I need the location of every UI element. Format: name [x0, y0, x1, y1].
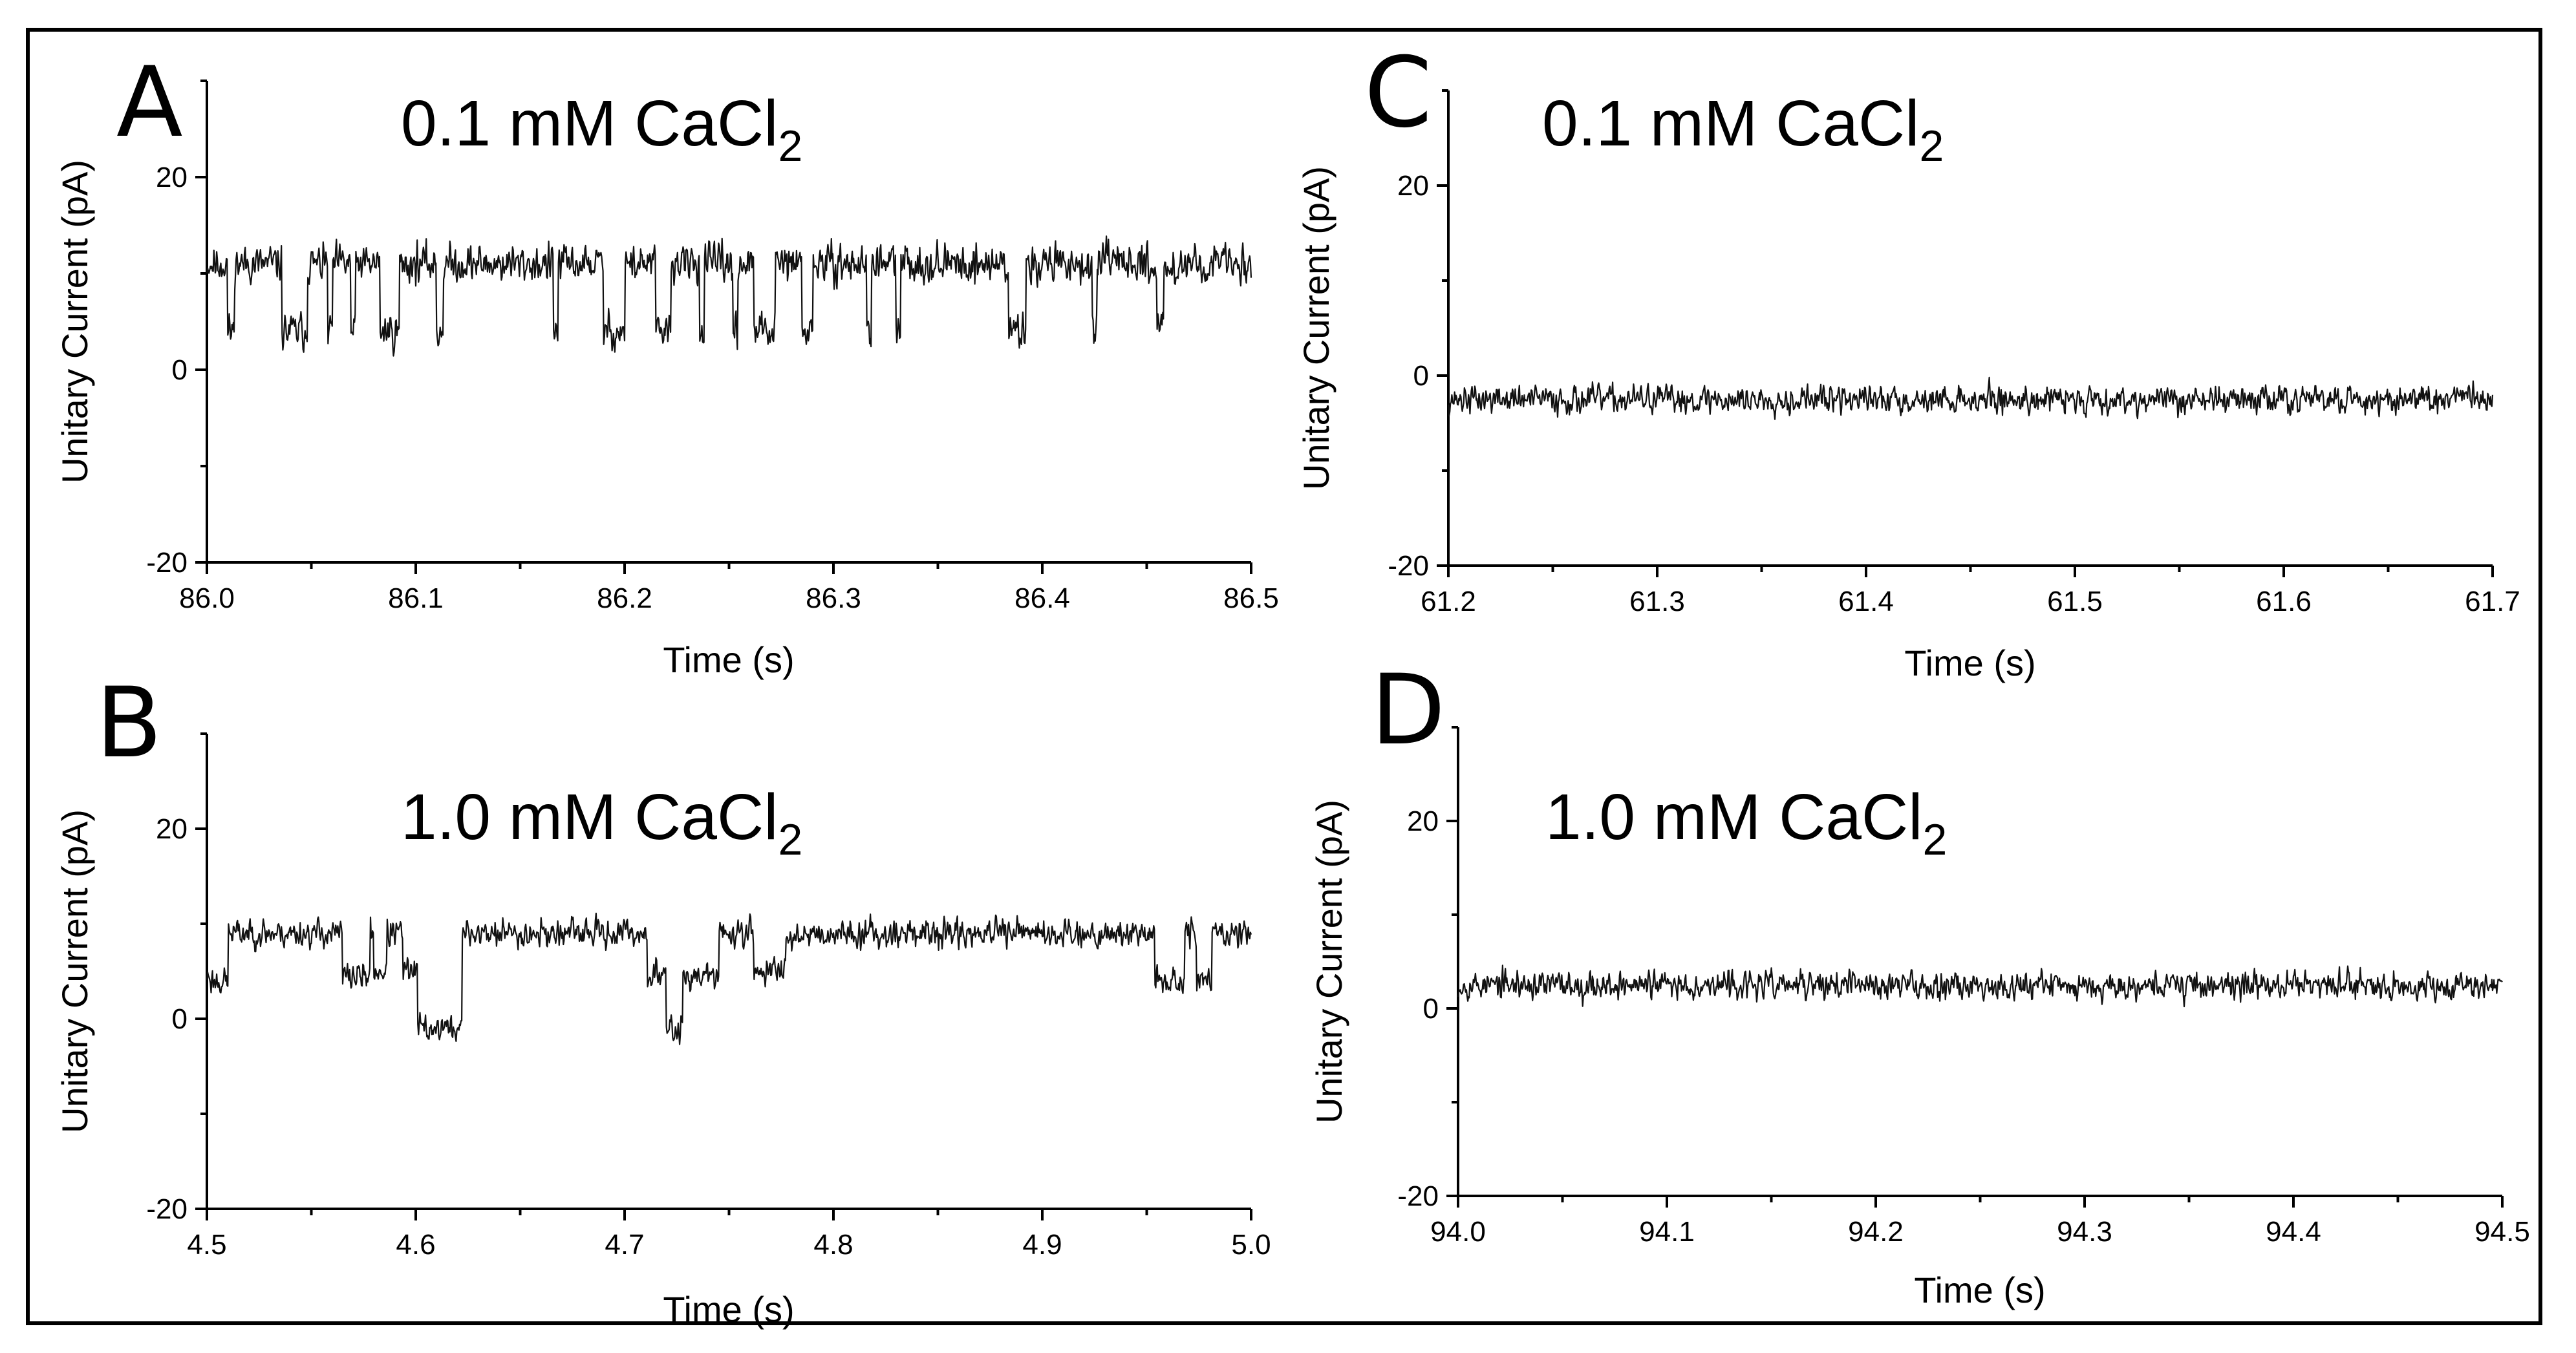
panel-a-x-tick-label: 86.4 [1014, 582, 1070, 614]
panel-b-current-trace [206, 912, 1252, 1045]
panel-d-x-tick-label: 94.0 [1430, 1216, 1486, 1248]
panel-d-title: 1.0 mM CaCl2 [1545, 781, 1947, 864]
panel-d-current-trace [1457, 964, 2503, 1008]
panel-c-title-subscript: 2 [1919, 122, 1944, 171]
panel-b-x-tick-label: 4.8 [813, 1229, 853, 1261]
panel-b-x-tick-label: 4.7 [605, 1229, 644, 1261]
panel-a-title: 0.1 mM CaCl2 [401, 87, 802, 171]
panel-a-y-tick-label: -20 [146, 547, 188, 579]
panel-b-y-tick-label: 20 [156, 813, 188, 845]
panel-d-x-axis-label: Time (s) [1914, 1270, 2045, 1310]
panel-c: C 0.1 mM CaCl2 -20 0 20 61.2 61.3 61.4 61.5 61.… [1296, 37, 2520, 683]
panel-b-title-subscript: 2 [778, 815, 802, 864]
panel-c-current-trace [1447, 376, 2494, 420]
panel-d-y-tick-label: 0 [1423, 993, 1439, 1025]
panel-c-x-tick-label: 61.5 [2047, 586, 2103, 617]
panel-d-y-tick-label: -20 [1397, 1180, 1439, 1212]
panel-d-x-tick-label: 94.5 [2474, 1216, 2530, 1248]
panel-c-title: 0.1 mM CaCl2 [1542, 87, 1944, 171]
panel-d-x-tick-label: 94.1 [1639, 1216, 1695, 1248]
panel-c-y-tick-label: 0 [1413, 360, 1429, 392]
panel-a-y-axis-label: Unitary Current (pA) [54, 160, 95, 484]
panel-d: D 1.0 mM CaCl2 -20 0 20 94.0 94.1 94.2 94.3 94.… [1309, 654, 2530, 1310]
panel-a-title-subscript: 2 [778, 122, 802, 171]
panel-a-x-tick-label: 86.2 [597, 582, 652, 614]
panel-b-axes: -20 0 20 4.5 4.6 4.7 4.8 4.9 5.0 [146, 732, 1271, 1261]
panel-b-x-tick-label: 4.9 [1022, 1229, 1062, 1261]
panel-d-x-tick-label: 94.2 [1848, 1216, 1904, 1248]
panel-a-current-trace [206, 235, 1252, 357]
panel-c-x-tick-label: 61.2 [1421, 586, 1476, 617]
panel-c-x-tick-label: 61.6 [2256, 586, 2312, 617]
panel-c-x-tick-label: 61.4 [1838, 586, 1894, 617]
panel-a-axes: -20 0 20 86.0 86.1 86.2 86.3 86.4 86.5 [146, 80, 1279, 614]
panel-c-x-axis-label: Time (s) [1904, 643, 2035, 683]
panel-d-axes: -20 0 20 94.0 94.1 94.2 94.3 94.4 94.5 [1397, 726, 2530, 1248]
panel-d-title-subscript: 2 [1922, 815, 1947, 864]
panel-b-y-axis-label: Unitary Current (pA) [54, 809, 95, 1133]
panel-a: A 0.1 mM CaCl2 -20 0 20 86.0 86.1 86.2 86.3 86.… [54, 47, 1279, 680]
panel-b-letter: B [96, 667, 162, 780]
panel-c-x-tick-label: 61.3 [1629, 586, 1685, 617]
panel-d-y-tick-label: 20 [1407, 805, 1439, 837]
panel-c-letter: C [1364, 37, 1432, 149]
panel-c-y-axis-label: Unitary Current (pA) [1296, 166, 1336, 490]
panel-a-y-tick-label: 20 [156, 162, 188, 193]
panel-d-y-axis-label: Unitary Current (pA) [1309, 800, 1349, 1124]
panel-a-letter: A [116, 47, 183, 159]
panel-b-x-tick-label: 4.5 [187, 1229, 226, 1261]
panel-b-title: 1.0 mM CaCl2 [401, 781, 802, 864]
panel-c-axes: -20 0 20 61.2 61.3 61.4 61.5 61.6 61.7 [1388, 89, 2520, 617]
figure-border [26, 28, 2542, 1325]
panel-b-x-axis-label: Time (s) [663, 1289, 794, 1330]
panel-a-y-tick-label: 0 [172, 354, 188, 386]
panel-d-title-main: 1.0 mM CaCl [1545, 781, 1922, 853]
panel-c-x-tick-label: 61.7 [2465, 586, 2520, 617]
panel-a-x-tick-label: 86.3 [806, 582, 861, 614]
panel-a-x-tick-label: 86.0 [179, 582, 235, 614]
panel-c-y-tick-label: -20 [1388, 550, 1429, 582]
panel-c-title-main: 0.1 mM CaCl [1542, 87, 1919, 160]
panel-d-x-tick-label: 94.4 [2266, 1216, 2321, 1248]
panel-d-letter: D [1371, 654, 1446, 767]
panel-a-title-main: 0.1 mM CaCl [401, 87, 778, 160]
panel-a-x-tick-label: 86.5 [1223, 582, 1279, 614]
panel-b-y-tick-label: -20 [146, 1193, 188, 1225]
panel-b-title-main: 1.0 mM CaCl [401, 781, 778, 853]
panel-a-x-tick-label: 86.1 [388, 582, 444, 614]
panel-b-x-tick-label: 5.0 [1231, 1229, 1271, 1261]
panel-c-y-tick-label: 20 [1397, 170, 1429, 202]
panel-b-x-tick-label: 4.6 [396, 1229, 435, 1261]
panel-b-y-tick-label: 0 [172, 1003, 188, 1035]
panel-d-x-tick-label: 94.3 [2057, 1216, 2112, 1248]
panel-a-x-axis-label: Time (s) [663, 639, 794, 680]
